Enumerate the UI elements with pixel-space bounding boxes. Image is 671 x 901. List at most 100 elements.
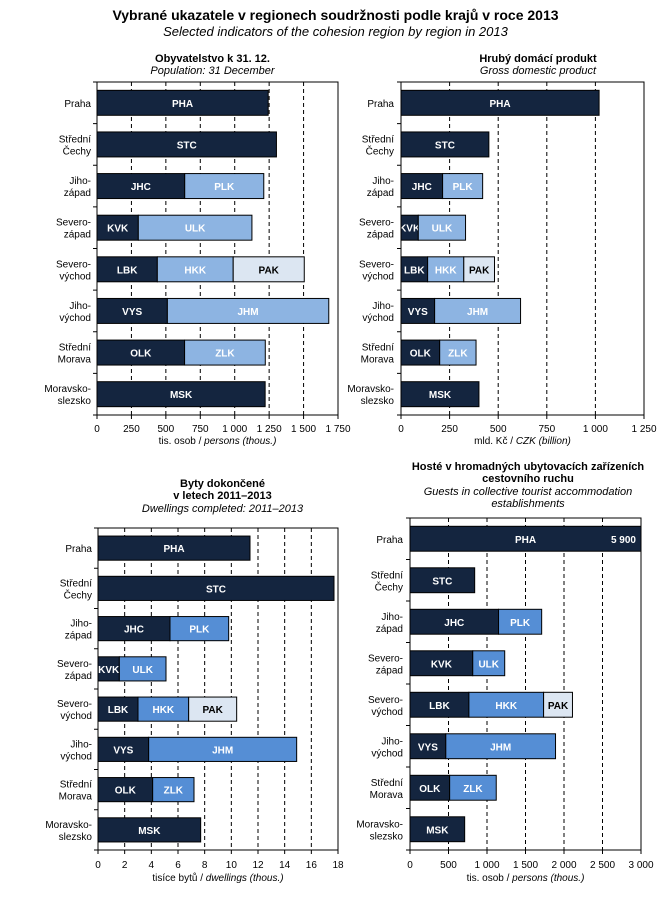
bar-label-lbk: LBK bbox=[404, 265, 425, 276]
bar-segment-pha bbox=[97, 535, 251, 561]
bar-segment-msk bbox=[97, 817, 202, 843]
bar-segment-zlk bbox=[184, 339, 266, 366]
x-tick-label: 12 bbox=[252, 860, 264, 871]
bar-label-ulk: ULK bbox=[132, 665, 153, 676]
category-label: Moravsko- bbox=[44, 384, 91, 395]
bar-label-zlk: ZLK bbox=[448, 349, 468, 360]
category-label: východ bbox=[362, 271, 394, 282]
bar-label-jhc: JHC bbox=[124, 625, 144, 636]
x-axis-title: tis. osob / persons (thous.) bbox=[159, 436, 277, 447]
category-label: Severo- bbox=[359, 218, 394, 229]
bar-label-stc: STC bbox=[435, 140, 455, 151]
category-label: západ bbox=[65, 631, 92, 642]
main-title: Vybrané ukazatele v regionech soudržnost… bbox=[112, 7, 559, 23]
category-label: Střední bbox=[60, 780, 92, 791]
chart-guests: Hosté v hromadných ubytovacích zařízeníc… bbox=[345, 455, 671, 901]
bar-label-olk: OLK bbox=[419, 784, 441, 795]
category-label: východ bbox=[59, 271, 91, 282]
bar-label-vys: VYS bbox=[122, 307, 142, 318]
bar-segment-jhm bbox=[445, 733, 557, 760]
bar-label-pha: PHA bbox=[163, 544, 184, 555]
bar-segment-msk bbox=[409, 816, 466, 843]
x-tick-label: 8 bbox=[202, 860, 208, 871]
bar-label-jhc: JHC bbox=[412, 182, 432, 193]
bar-label-pak: PAK bbox=[469, 265, 490, 276]
bar-segment-jhm bbox=[148, 736, 298, 762]
bar-label-pha: PHA bbox=[515, 535, 536, 546]
category-label: Praha bbox=[367, 99, 394, 110]
bar-label-stc: STC bbox=[432, 576, 452, 587]
category-label: Čechy bbox=[64, 588, 92, 601]
x-tick-label: 16 bbox=[306, 860, 318, 871]
bar-segment-hkk bbox=[137, 696, 190, 722]
bar-segment-ulk bbox=[137, 214, 253, 241]
chart-subtitle: Population: 31 December bbox=[150, 65, 275, 77]
x-tick-label: 1 000 bbox=[474, 860, 499, 871]
category-label: Praha bbox=[64, 99, 91, 110]
x-tick-label: 10 bbox=[226, 860, 238, 871]
bar-label-msk: MSK bbox=[170, 390, 193, 401]
category-label: Morava bbox=[58, 355, 92, 366]
bar-segment-pak bbox=[232, 256, 305, 283]
bar-segment-pak bbox=[543, 691, 573, 718]
x-tick-label: 500 bbox=[158, 424, 175, 435]
x-axis-title-cz: tis. osob / bbox=[159, 436, 205, 447]
chart-gdp: Hrubý domácí produkt Gross domestic prod… bbox=[345, 0, 671, 455]
bar-label-zlk: ZLK bbox=[164, 786, 184, 797]
x-axis-title-cz: tis. osob / bbox=[467, 873, 513, 884]
x-tick-label: 0 bbox=[398, 424, 404, 435]
bar-segment-stc bbox=[97, 575, 335, 601]
bar-label-pha: PHA bbox=[172, 99, 193, 110]
bar-segment-pak bbox=[188, 696, 238, 722]
bar-segment-pha bbox=[409, 525, 642, 552]
chart-1-group: PHA STC JHC PLK KVK ULK LBK HKK PAK VYS JHM OLK ZLK M… bbox=[347, 81, 657, 447]
bar-segment-pha bbox=[400, 89, 600, 116]
category-label: Střední bbox=[362, 134, 394, 145]
category-label: Moravsko- bbox=[45, 820, 92, 831]
bar-label-vys: VYS bbox=[408, 307, 428, 318]
category-label: Jiho- bbox=[70, 739, 92, 750]
bar-segment-plk bbox=[184, 173, 265, 200]
x-axis-title-en: dwellings (thous.) bbox=[206, 873, 284, 884]
bar-segment-pha bbox=[96, 89, 269, 116]
x-tick-label: 4 bbox=[149, 860, 155, 871]
bar-label-stc: STC bbox=[177, 140, 197, 151]
category-label: východ bbox=[371, 748, 403, 759]
category-label: Jiho- bbox=[372, 301, 394, 312]
bar-segment-plk bbox=[498, 608, 543, 635]
bar-label-msk: MSK bbox=[429, 390, 452, 401]
bar-label-jhm: JHM bbox=[238, 307, 259, 318]
bar-segment-olk bbox=[96, 339, 186, 366]
category-label: Severo- bbox=[359, 259, 394, 270]
bar-label-plk: PLK bbox=[453, 182, 474, 193]
bar-segment-lbk bbox=[96, 256, 158, 283]
bar-label-olk: OLK bbox=[115, 786, 137, 797]
category-label: slezsko bbox=[59, 832, 93, 843]
category-label: Jiho- bbox=[69, 301, 91, 312]
bar-label-pak: PAK bbox=[548, 701, 569, 712]
category-label: Severo- bbox=[56, 259, 91, 270]
x-tick-label: 3 000 bbox=[628, 860, 653, 871]
x-axis-title: tisíce bytů / dwellings (thous.) bbox=[152, 872, 283, 884]
x-tick-label: 18 bbox=[332, 860, 344, 871]
category-label: Jiho- bbox=[381, 612, 403, 623]
bar-label-plk: PLK bbox=[510, 618, 531, 629]
category-label: Střední bbox=[59, 134, 91, 145]
bar-label-pak: PAK bbox=[202, 705, 223, 716]
bar-label-olk: OLK bbox=[410, 349, 432, 360]
bar-segment-olk bbox=[400, 339, 441, 366]
category-label: Severo- bbox=[56, 218, 91, 229]
bar-label-jhm: JHM bbox=[490, 742, 511, 753]
x-tick-label: 2 bbox=[122, 860, 128, 871]
bar-segment-stc bbox=[96, 131, 277, 158]
x-axis-title-en: persons (thous.) bbox=[203, 436, 276, 447]
category-label: Severo- bbox=[368, 653, 403, 664]
chart-title: Obyvatelstvo k 31. 12. bbox=[155, 53, 270, 65]
category-label: Moravsko- bbox=[347, 384, 394, 395]
chart-subtitle: Gross domestic product bbox=[479, 65, 597, 77]
x-axis-title-en: persons (thous.) bbox=[511, 873, 584, 884]
bar-segment-pak bbox=[463, 256, 496, 283]
bar-label-plk: PLK bbox=[214, 182, 235, 193]
category-label: východ bbox=[60, 711, 92, 722]
